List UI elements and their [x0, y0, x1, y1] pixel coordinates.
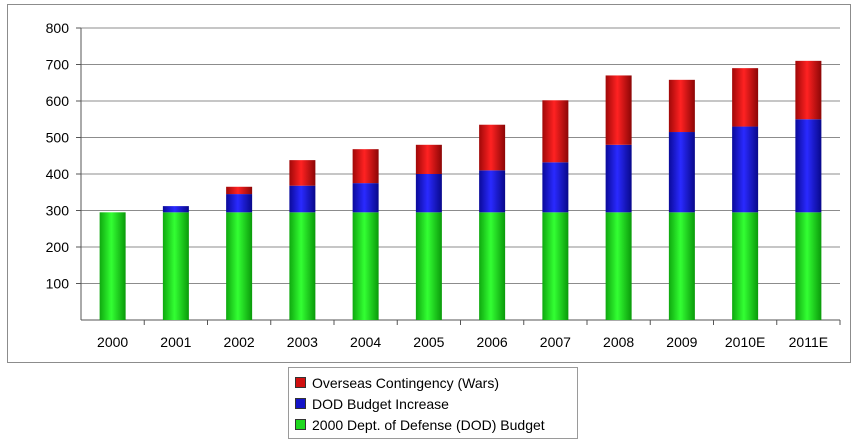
bar-budget-increase-2001 — [162, 206, 189, 213]
bar-base-budget-2004 — [352, 212, 379, 320]
bar-budget-increase-2003 — [289, 185, 316, 213]
bar-base-budget-2000 — [99, 212, 126, 320]
bar-base-budget-2001 — [162, 212, 189, 320]
x-tick-label: 2005 — [413, 334, 444, 350]
x-tick-label: 2002 — [224, 334, 255, 350]
bar-overseas-contingency-2006 — [479, 124, 506, 171]
bar-budget-increase-2010E — [732, 126, 759, 213]
legend-swatch-base — [295, 419, 306, 430]
bar-budget-increase-2006 — [479, 170, 506, 213]
bar-base-budget-2005 — [415, 212, 442, 320]
bar-overseas-contingency-2007 — [542, 100, 569, 163]
x-tick-label: 2007 — [540, 334, 571, 350]
bar-budget-increase-2011E — [795, 119, 822, 213]
bar-budget-increase-2008 — [605, 144, 632, 213]
bar-overseas-contingency-2005 — [415, 144, 442, 174]
x-tick-label: 2009 — [666, 334, 697, 350]
y-tick-label: 100 — [46, 276, 70, 292]
gridlines — [81, 27, 840, 284]
legend: Overseas Contingency (Wars) DOD Budget I… — [288, 367, 578, 439]
bar-overseas-contingency-2011E — [795, 60, 822, 120]
y-tick-label: 700 — [46, 57, 70, 73]
legend-swatch-increase — [295, 398, 306, 409]
bar-overseas-contingency-2002 — [226, 186, 253, 195]
bar-budget-increase-2007 — [542, 162, 569, 213]
bar-base-budget-2007 — [542, 212, 569, 320]
bars — [99, 60, 822, 320]
bar-base-budget-2003 — [289, 212, 316, 320]
legend-label-wars: Overseas Contingency (Wars) — [312, 374, 499, 391]
legend-label-base: 2000 Dept. of Defense (DOD) Budget — [312, 416, 545, 433]
bar-overseas-contingency-2010E — [732, 68, 759, 127]
bar-budget-increase-2004 — [352, 183, 379, 213]
bar-base-budget-2006 — [479, 212, 506, 320]
legend-label-increase: DOD Budget Increase — [312, 395, 449, 412]
x-tick-label: 2003 — [287, 334, 318, 350]
x-tick-label: 2000 — [97, 334, 128, 350]
legend-swatch-wars — [295, 377, 306, 388]
x-tick-label: 2011E — [789, 334, 828, 350]
legend-item-base: 2000 Dept. of Defense (DOD) Budget — [295, 414, 571, 435]
x-tick-label: 2001 — [160, 334, 191, 350]
x-tick-label: 2008 — [603, 334, 634, 350]
y-tick-label: 400 — [46, 166, 70, 182]
y-tick-label: 600 — [46, 93, 70, 109]
bar-overseas-contingency-2003 — [289, 160, 316, 186]
y-tick-label: 300 — [46, 203, 70, 219]
bar-overseas-contingency-2004 — [352, 149, 379, 184]
x-tick-label: 2004 — [350, 334, 381, 350]
bar-base-budget-2011E — [795, 212, 822, 320]
bar-budget-increase-2002 — [226, 194, 253, 213]
y-tick-label: 200 — [46, 239, 70, 255]
x-tick-label: 2006 — [477, 334, 508, 350]
bar-base-budget-2009 — [668, 212, 695, 320]
bar-budget-increase-2005 — [415, 174, 442, 213]
y-tick-label: 800 — [46, 20, 70, 36]
x-tick-label: 2010E — [725, 334, 765, 350]
bar-base-budget-2002 — [226, 212, 253, 320]
bar-budget-increase-2009 — [668, 132, 695, 213]
axes — [76, 27, 841, 325]
tick-labels: 100 200 300 400 500 600 700 800 2000 2001 2002 2003… — [46, 20, 828, 350]
bar-base-budget-2010E — [732, 212, 759, 320]
legend-item-increase: DOD Budget Increase — [295, 393, 571, 414]
legend-item-wars: Overseas Contingency (Wars) — [295, 372, 571, 393]
bar-base-budget-2008 — [605, 212, 632, 320]
y-tick-label: 500 — [46, 130, 70, 146]
bar-overseas-contingency-2009 — [668, 79, 695, 133]
bar-overseas-contingency-2008 — [605, 75, 632, 145]
